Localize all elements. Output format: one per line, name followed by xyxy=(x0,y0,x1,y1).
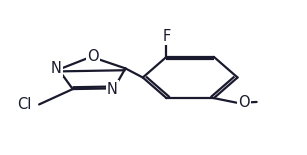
Text: O: O xyxy=(87,49,99,64)
Text: F: F xyxy=(162,29,171,44)
Text: Cl: Cl xyxy=(17,97,31,112)
Text: N: N xyxy=(51,61,62,76)
Text: O: O xyxy=(238,95,250,110)
Text: N: N xyxy=(107,82,118,97)
